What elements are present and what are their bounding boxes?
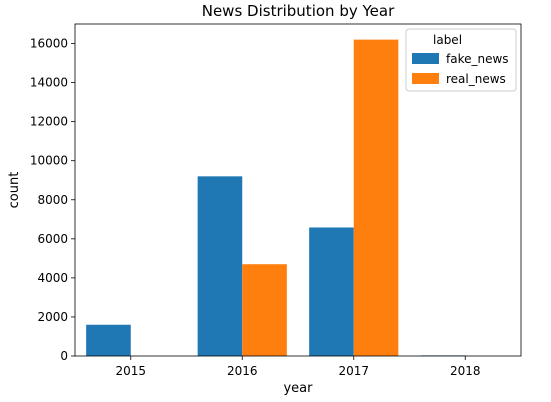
bar-real_news-2017: [353, 39, 399, 356]
legend-swatch-real_news: [412, 73, 439, 84]
legend: label fake_news real_news: [405, 28, 517, 92]
x-axis-label: year: [283, 381, 313, 396]
x-tick-label: 2017: [338, 364, 369, 378]
bar-real_news-2016: [242, 264, 287, 356]
bar-fake_news-2016: [197, 176, 243, 356]
y-tick-label: 14000: [30, 76, 68, 90]
y-tick-label: 4000: [37, 271, 68, 285]
plot-frame: [74, 23, 522, 357]
x-tick-label: 2016: [227, 364, 258, 378]
x-axis: 2015 2016 2017 2018: [115, 356, 481, 378]
bar-fake_news-2017: [309, 227, 354, 356]
y-tick-label: 16000: [30, 37, 68, 51]
y-tick-label: 6000: [37, 232, 68, 246]
x-tick-label: 2015: [115, 364, 146, 378]
y-tick-label: 8000: [37, 193, 68, 207]
y-axis: 0 2000 4000 6000 8000 10000 12000 14000 16000: [30, 37, 75, 363]
legend-label-fake_news: fake_news: [446, 52, 509, 66]
legend-title: label: [433, 33, 462, 47]
y-axis-label: count: [7, 172, 22, 209]
bar-fake_news-2015: [86, 324, 131, 356]
y-tick-label: 2000: [37, 310, 68, 324]
legend-swatch-fake_news: [412, 53, 439, 64]
x-tick-label: 2018: [450, 364, 481, 378]
chart-title: News Distribution by Year: [202, 2, 395, 20]
legend-label-real_news: real_news: [446, 72, 506, 86]
y-tick-label: 10000: [30, 154, 68, 168]
y-tick-label: 0: [60, 349, 68, 363]
y-tick-label: 12000: [30, 115, 68, 129]
bars-group: [86, 39, 466, 356]
